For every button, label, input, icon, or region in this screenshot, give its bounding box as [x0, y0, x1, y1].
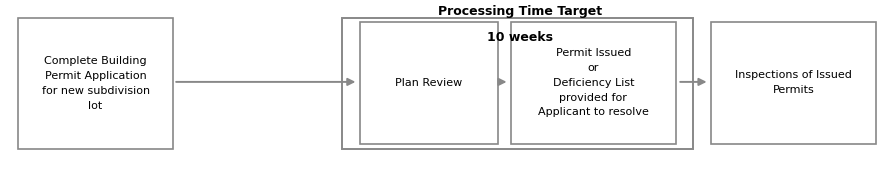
Bar	[511, 22, 676, 144]
Text: Permit Issued
or
Deficiency List
provided for
Applicant to resolve: Permit Issued or Deficiency List provide…	[538, 48, 649, 117]
Bar	[18, 18, 173, 149]
Text: Plan Review: Plan Review	[396, 78, 462, 88]
Text: Processing Time Target: Processing Time Target	[438, 5, 602, 18]
Text: 10 weeks: 10 weeks	[487, 31, 553, 44]
Bar	[342, 18, 693, 149]
Text: Complete Building
Permit Application
for new subdivision
lot: Complete Building Permit Application for…	[42, 57, 149, 111]
Bar	[360, 22, 498, 144]
Text: Inspections of Issued
Permits: Inspections of Issued Permits	[735, 70, 852, 95]
Bar	[711, 22, 876, 144]
